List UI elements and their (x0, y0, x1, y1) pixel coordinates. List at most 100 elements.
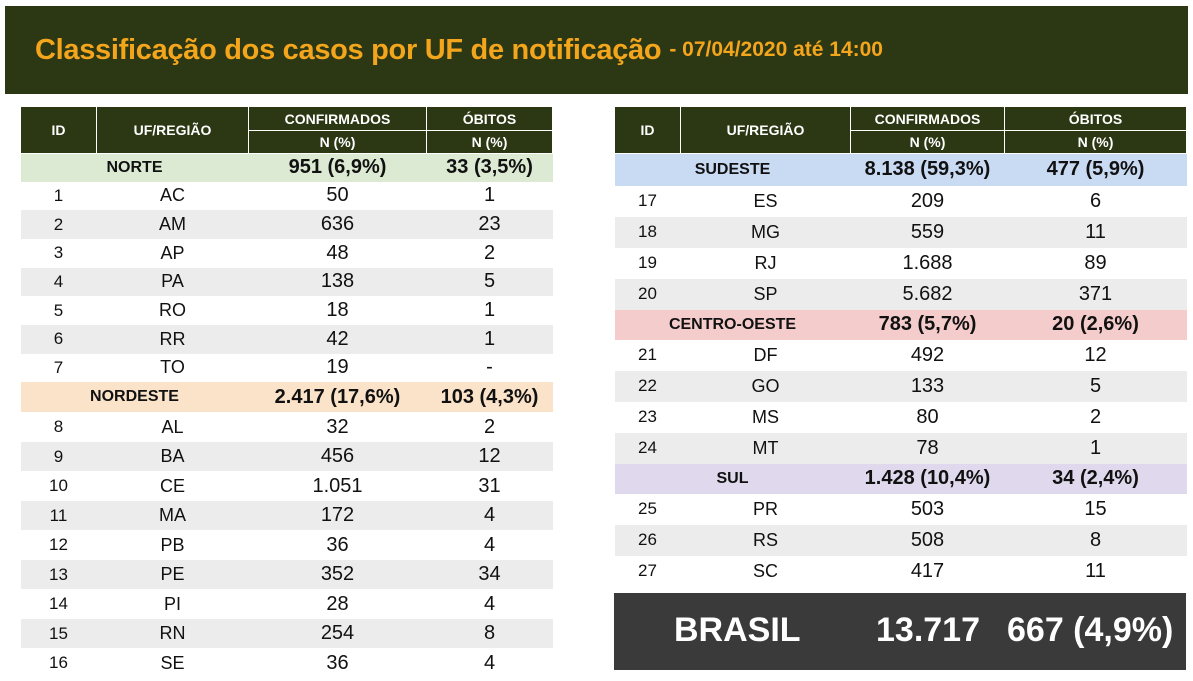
row-obitos: 1 (1004, 432, 1187, 464)
row-obitos: 11 (1004, 216, 1187, 248)
row-uf: SP (680, 278, 851, 310)
row-confirmados: 50 (248, 181, 427, 211)
row-obitos: 12 (426, 441, 553, 472)
row-confirmados: 19 (248, 353, 427, 383)
table-row: 9 BA 456 12 (20, 441, 553, 472)
col-header-uf: UF/REGIÃO (96, 106, 249, 154)
table-row: 21 DF 492 12 (614, 339, 1187, 371)
table-row: 10 CE 1.051 31 (20, 471, 553, 501)
region-name: NORDESTE (20, 382, 249, 413)
table-row: 11 MA 172 4 (20, 500, 553, 531)
region-name: CENTRO-OESTE (614, 309, 851, 340)
row-uf: BA (96, 441, 249, 472)
row-obitos: 8 (1004, 524, 1187, 556)
row-id: 11 (20, 500, 97, 531)
row-uf: CE (96, 471, 249, 501)
table-row: 2 AM 636 23 (20, 210, 553, 239)
row-id: 9 (20, 441, 97, 472)
row-obitos: 6 (1004, 185, 1187, 217)
row-uf: AL (96, 412, 249, 442)
page-title: Classificação dos casos por UF de notifi… (35, 33, 662, 66)
row-id: 1 (20, 181, 97, 211)
row-id: 23 (614, 401, 681, 433)
row-confirmados: 508 (850, 524, 1005, 556)
row-id: 25 (614, 493, 681, 525)
region-obitos: 33 (3,5%) (426, 153, 553, 182)
row-id: 24 (614, 432, 681, 464)
row-obitos: 5 (1004, 370, 1187, 402)
row-confirmados: 209 (850, 185, 1005, 217)
row-confirmados: 80 (850, 401, 1005, 433)
row-id: 15 (20, 618, 97, 649)
row-obitos: 12 (1004, 339, 1187, 371)
col-header-uf: UF/REGIÃO (680, 106, 851, 154)
brasil-label: BRASIL (674, 611, 801, 649)
page-subtitle: - 07/04/2020 até 14:00 (669, 38, 883, 61)
table-row: 23 MS 80 2 (614, 401, 1187, 433)
row-obitos: 2 (426, 412, 553, 442)
region-row-sudeste: SUDESTE 8.138 (59,3%) 477 (5,9%) (614, 153, 1187, 186)
row-uf: DF (680, 339, 851, 371)
row-uf: MS (680, 401, 851, 433)
row-obitos: 89 (1004, 247, 1187, 279)
row-confirmados: 32 (248, 412, 427, 442)
row-uf: MG (680, 216, 851, 248)
region-name: SUDESTE (614, 153, 851, 186)
region-confirmados: 783 (5,7%) (850, 309, 1005, 340)
region-obitos: 103 (4,3%) (426, 382, 553, 413)
row-id: 12 (20, 530, 97, 560)
region-row-nordeste: NORDESTE 2.417 (17,6%) 103 (4,3%) (20, 382, 553, 413)
row-uf: RS (680, 524, 851, 556)
table-row: 5 RO 18 1 (20, 296, 553, 325)
region-row-sul: SUL 1.428 (10,4%) 34 (2,4%) (614, 463, 1187, 494)
table-row: 13 PE 352 34 (20, 559, 553, 590)
row-confirmados: 42 (248, 324, 427, 354)
row-id: 26 (614, 524, 681, 556)
row-uf: PI (96, 589, 249, 619)
table-row: 1 AC 50 1 (20, 181, 553, 211)
row-confirmados: 36 (248, 648, 427, 678)
row-obitos: 23 (426, 210, 553, 239)
row-uf: AM (96, 210, 249, 239)
region-row-norte: NORTE 951 (6,9%) 33 (3,5%) (20, 153, 553, 182)
left-cases-table: ID UF/REGIÃO CONFIRMADOS ÓBITOS N (%) N … (20, 106, 553, 678)
row-id: 22 (614, 370, 681, 402)
row-id: 19 (614, 247, 681, 279)
row-confirmados: 1.051 (248, 471, 427, 501)
row-uf: RN (96, 618, 249, 649)
row-id: 5 (20, 296, 97, 325)
row-confirmados: 138 (248, 267, 427, 297)
table-row: 22 GO 133 5 (614, 370, 1187, 402)
row-uf: RO (96, 296, 249, 325)
table-row: 20 SP 5.682 371 (614, 278, 1187, 310)
row-obitos: 31 (426, 471, 553, 501)
table-row: 27 SC 417 11 (614, 555, 1187, 587)
brasil-obitos: 667 (4,9%) (1007, 611, 1174, 649)
table-row: 16 SE 36 4 (20, 648, 553, 678)
row-id: 3 (20, 238, 97, 268)
row-id: 21 (614, 339, 681, 371)
row-confirmados: 78 (850, 432, 1005, 464)
row-obitos: 5 (426, 267, 553, 297)
row-confirmados: 1.688 (850, 247, 1005, 279)
row-obitos: 1 (426, 324, 553, 354)
row-confirmados: 636 (248, 210, 427, 239)
region-name: SUL (614, 463, 851, 494)
row-uf: PA (96, 267, 249, 297)
row-uf: PB (96, 530, 249, 560)
row-confirmados: 172 (248, 500, 427, 531)
row-obitos: 371 (1004, 278, 1187, 310)
title-bar: Classificação dos casos por UF de notifi… (5, 6, 1188, 94)
row-confirmados: 417 (850, 555, 1005, 587)
row-uf: AP (96, 238, 249, 268)
row-confirmados: 254 (248, 618, 427, 649)
row-confirmados: 492 (850, 339, 1005, 371)
row-obitos: 8 (426, 618, 553, 649)
region-confirmados: 951 (6,9%) (248, 153, 427, 182)
row-uf: SC (680, 555, 851, 587)
row-id: 2 (20, 210, 97, 239)
row-id: 7 (20, 353, 97, 383)
row-obitos: 4 (426, 589, 553, 619)
region-confirmados: 8.138 (59,3%) (850, 153, 1005, 186)
row-uf: PE (96, 559, 249, 590)
